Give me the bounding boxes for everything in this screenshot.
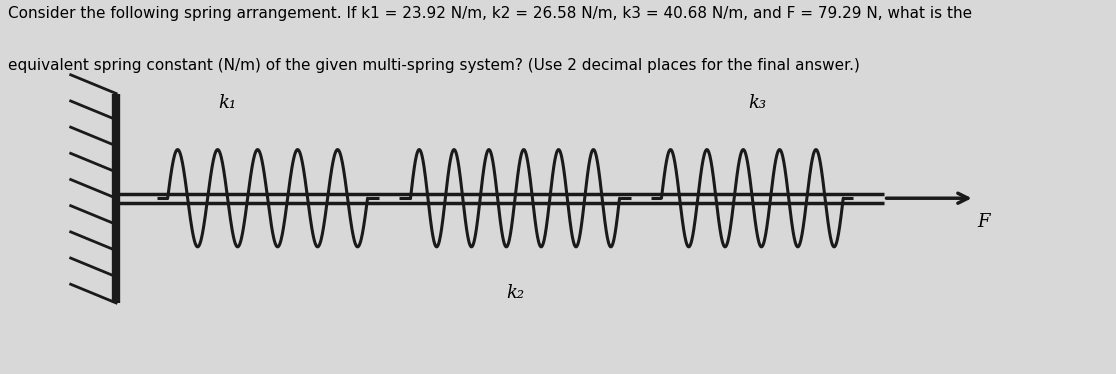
- Text: k₃: k₃: [749, 94, 767, 112]
- Text: k₁: k₁: [218, 94, 237, 112]
- Text: F: F: [978, 213, 990, 231]
- Text: k₂: k₂: [506, 284, 525, 302]
- Text: equivalent spring constant (N/m) of the given multi-spring system? (Use 2 decima: equivalent spring constant (N/m) of the …: [8, 58, 860, 73]
- Text: Consider the following spring arrangement. If k1 = 23.92 N/m, k2 = 26.58 N/m, k3: Consider the following spring arrangemen…: [8, 6, 972, 21]
